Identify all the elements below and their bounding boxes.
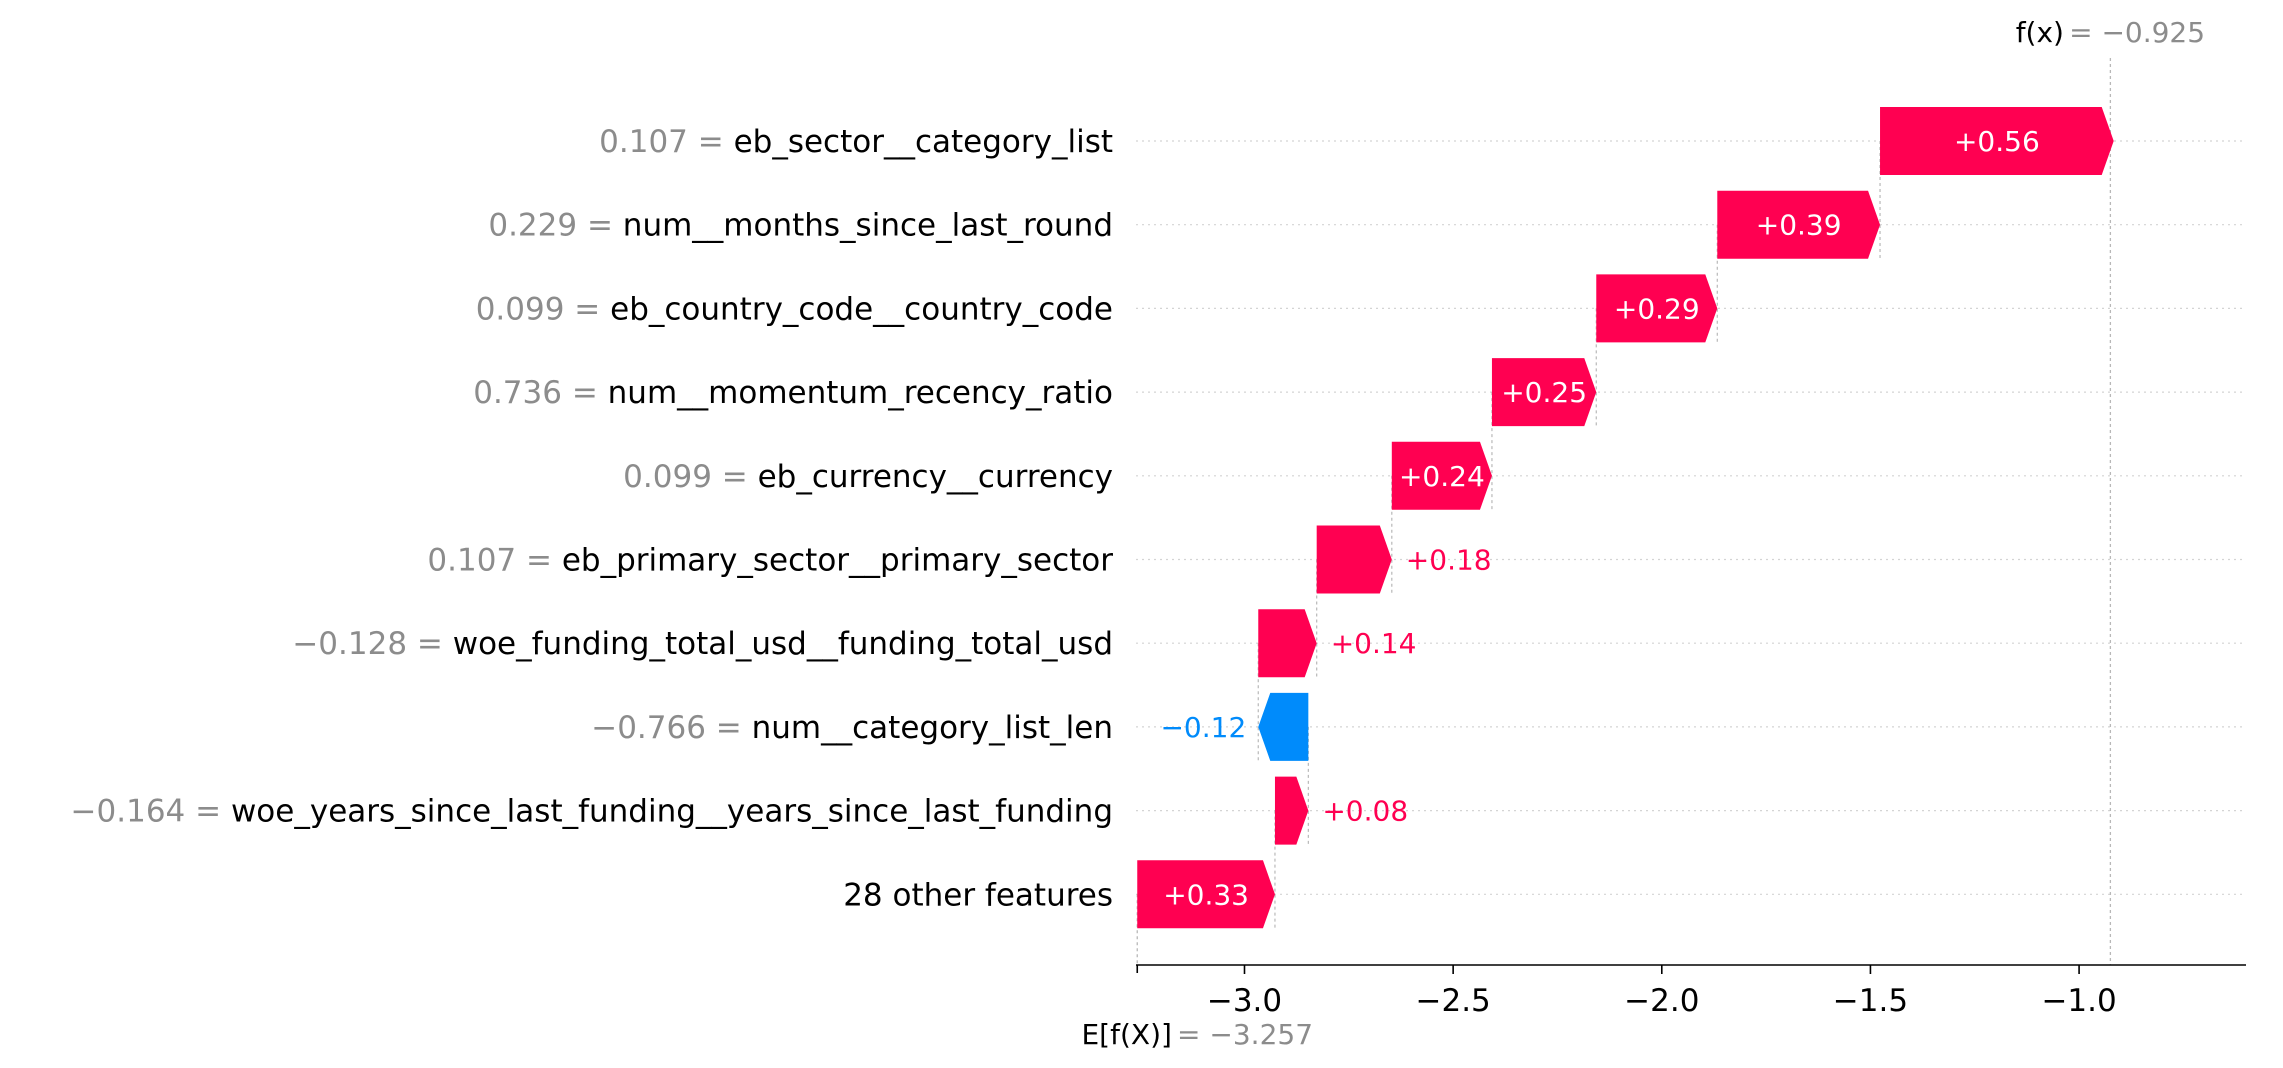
x-tick-label: −2.5 — [1416, 983, 1491, 1019]
feature-name: eb_sector__category_list — [734, 124, 1113, 160]
feature-name: woe_funding_total_usd__funding_total_usd — [453, 626, 1113, 662]
feature-value: 0.107 = — [427, 543, 561, 579]
feature-label: −0.766 = num__category_list_len — [591, 710, 1113, 746]
bar-value-label: +0.25 — [1501, 376, 1587, 409]
base-value-label: E[f(X)] — [1081, 1018, 1171, 1051]
x-tick-label: −1.5 — [1833, 983, 1908, 1019]
feature-value: 0.229 = — [488, 208, 622, 244]
bar-value-label: +0.33 — [1163, 878, 1249, 911]
feature-value: 0.736 = — [473, 375, 607, 411]
feature-label: −0.164 = woe_years_since_last_funding__y… — [71, 794, 1113, 830]
feature-value: 0.107 = — [599, 124, 733, 160]
bar-value-label: −0.12 — [1160, 711, 1246, 744]
feature-label: 0.099 = eb_currency__currency — [623, 459, 1113, 495]
bar-value-label: +0.24 — [1399, 460, 1485, 493]
positive-bar — [1596, 274, 1718, 343]
positive-bar — [1391, 441, 1492, 510]
positive-bar — [1258, 609, 1317, 678]
feature-value: −0.766 = — [591, 710, 751, 746]
feature-label: 0.736 = num__momentum_recency_ratio — [473, 375, 1113, 411]
negative-bar — [1258, 692, 1309, 761]
positive-bar — [1491, 358, 1597, 427]
feature-label: 28 other features — [843, 877, 1113, 913]
positive-bar — [1137, 860, 1275, 929]
positive-bar — [1717, 190, 1881, 259]
feature-labels: 0.107 = eb_sector__category_list 0.229 = … — [71, 124, 1114, 913]
base-value-number: = −3.257 — [1177, 1018, 1313, 1051]
feature-value: −0.164 = — [71, 794, 231, 830]
feature-value: −0.128 = — [292, 626, 452, 662]
x-axis: −3.0 −2.5 −2.0 −1.5 −1.0 — [1136, 964, 2246, 1019]
row-gridlines — [1136, 140, 2246, 895]
bars: +0.56 +0.39 +0.29 +0.25 +0.24 +0.18 +0.14 −0.12… — [1137, 107, 2114, 929]
feature-name: eb_country_code__country_code — [610, 291, 1113, 327]
x-tick-label: −3.0 — [1207, 983, 1282, 1019]
x-tick-label: −1.0 — [2041, 983, 2116, 1019]
feature-name: eb_currency__currency — [758, 459, 1113, 495]
output-value-annotation: f(x) = −0.925 — [2016, 16, 2205, 49]
feature-label: −0.128 = woe_funding_total_usd__funding_… — [292, 626, 1113, 662]
bar-value-label: +0.39 — [1756, 209, 1842, 242]
x-tick-label: −2.0 — [1624, 983, 1699, 1019]
feature-label: 0.229 = num__months_since_last_round — [488, 208, 1113, 244]
feature-value: 0.099 = — [623, 459, 757, 495]
bar-value-label: +0.08 — [1322, 795, 1408, 828]
feature-name: eb_primary_sector__primary_sector — [562, 543, 1113, 579]
bar-value-label: +0.14 — [1331, 627, 1417, 660]
feature-label: 0.099 = eb_country_code__country_code — [476, 291, 1113, 327]
bar-value-label: +0.56 — [1954, 125, 2040, 158]
feature-label: 0.107 = eb_primary_sector__primary_secto… — [427, 543, 1113, 579]
value-annotations: f(x) = −0.925 E[f(X)] = −3.257 — [1081, 16, 2205, 1051]
bar-value-label: +0.29 — [1614, 292, 1700, 325]
feature-label: 0.107 = eb_sector__category_list — [599, 124, 1113, 160]
feature-name: 28 other features — [843, 877, 1113, 913]
feature-name: num__category_list_len — [752, 710, 1113, 746]
positive-bar — [1274, 776, 1309, 845]
output-value-number: = −0.925 — [2069, 16, 2205, 49]
positive-bar — [1316, 525, 1392, 594]
output-value-label: f(x) — [2016, 16, 2064, 49]
bar-value-label: +0.18 — [1406, 544, 1492, 577]
feature-name: num__months_since_last_round — [623, 208, 1113, 244]
feature-value: 0.099 = — [476, 291, 610, 327]
feature-name: num__momentum_recency_ratio — [608, 375, 1113, 411]
feature-name: woe_years_since_last_funding__years_sinc… — [231, 794, 1113, 830]
base-value-annotation: E[f(X)] = −3.257 — [1081, 1018, 1313, 1051]
positive-bar — [1880, 107, 2114, 175]
